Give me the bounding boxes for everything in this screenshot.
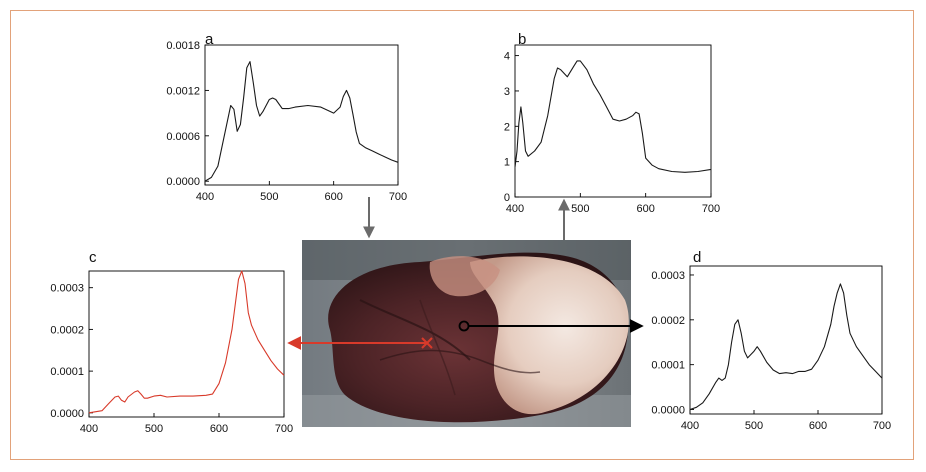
spectrum-line-b (514, 60, 712, 173)
x-tick-label: 600 (636, 203, 654, 215)
y-tick-label: 0.0003 (50, 283, 84, 295)
y-tick-label: 0.0012 (166, 85, 200, 97)
spectrum-line-d (689, 283, 883, 411)
y-tick-label: 2 (504, 121, 510, 133)
y-tick-label: 0 (504, 192, 510, 204)
y-tick-label: 4 (504, 51, 510, 63)
y-tick-label: 0.0000 (166, 176, 200, 188)
spectrum-line-a (204, 61, 399, 182)
y-tick-label: 0.0003 (651, 270, 685, 282)
x-tick-label: 700 (873, 420, 891, 432)
y-tick-label: 3 (504, 86, 510, 98)
x-tick-label: 500 (260, 191, 278, 203)
y-tick-label: 0.0001 (651, 360, 685, 372)
x-tick-label: 400 (80, 423, 98, 435)
x-tick-label: 500 (745, 420, 763, 432)
spectrum-line-c (88, 270, 285, 414)
x-tick-label: 400 (506, 203, 524, 215)
x-tick-label: 700 (275, 423, 293, 435)
x-tick-label: 500 (145, 423, 163, 435)
x-tick-label: 600 (809, 420, 827, 432)
x-tick-label: 600 (324, 191, 342, 203)
chart-panel-b: b 400 500 600 700 0 1 2 3 4 (504, 31, 720, 215)
y-tick-label: 1 (504, 157, 510, 169)
x-tick-label: 700 (702, 203, 720, 215)
plot-frame (204, 44, 399, 186)
chart-panel-c: c 400 500 600 700 0.0000 0.0001 0.0002 0.0003 (50, 249, 293, 435)
black-circle-marker (458, 320, 470, 332)
plot-frame (88, 270, 285, 418)
red-cross-marker (421, 337, 433, 349)
chart-panel-d: d 400 500 600 700 0.0000 0.0001 0.0002 0.0003 (651, 249, 891, 432)
y-tick-label: 0.0000 (651, 405, 685, 417)
plot-frame (514, 44, 712, 198)
y-tick-label: 0.0002 (50, 324, 84, 336)
panel-label: a (205, 31, 214, 48)
y-tick-label: 0.0002 (651, 315, 685, 327)
x-tick-label: 400 (196, 191, 214, 203)
y-tick-label: 0.0001 (50, 366, 84, 378)
chart-panel-a: a 400 500 600 700 0.0000 0.0006 0.0012 0.0018 (166, 31, 407, 203)
panel-label: d (693, 249, 701, 266)
panel-label: c (89, 249, 97, 266)
y-tick-label: 0.0006 (166, 131, 200, 143)
x-tick-label: 400 (681, 420, 699, 432)
x-tick-label: 600 (210, 423, 228, 435)
plot-frame (689, 265, 883, 415)
x-tick-label: 700 (389, 191, 407, 203)
panel-label: b (518, 31, 526, 48)
x-tick-label: 500 (571, 203, 589, 215)
y-tick-label: 0.0000 (50, 408, 84, 420)
heart-photo (302, 240, 631, 427)
y-tick-label: 0.0018 (166, 40, 200, 52)
